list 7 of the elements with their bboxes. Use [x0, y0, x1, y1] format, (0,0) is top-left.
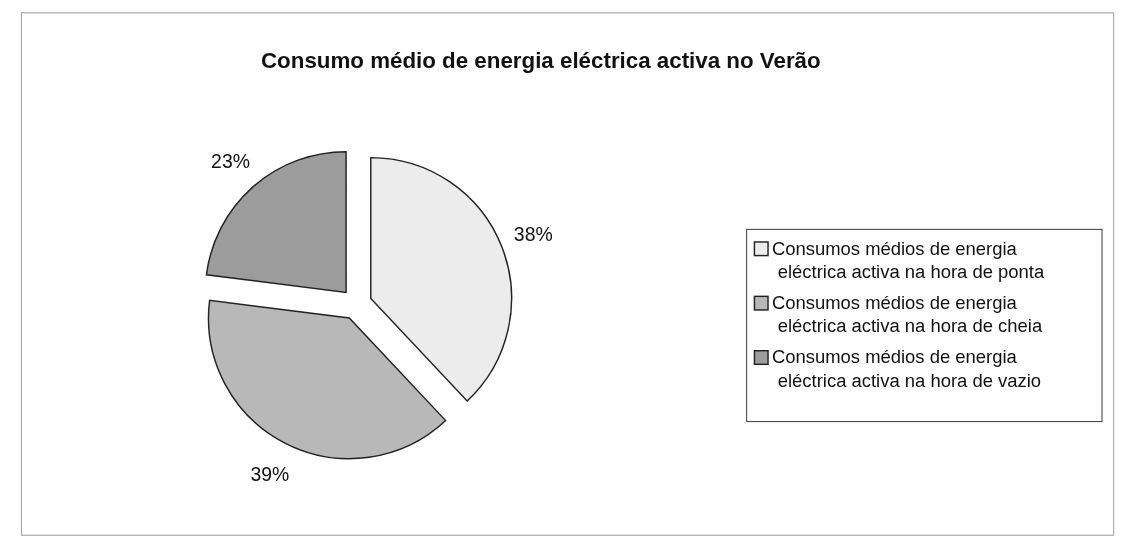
legend-label: Consumos médios de energia eléctrica activa na hora de vazio [771, 346, 1042, 391]
data-label: 38% [513, 223, 553, 246]
legend-label: Consumos médios de energia eléctrica activa na hora de cheia [771, 291, 1043, 337]
chart-title: Consumo médio de energia eléctrica activa no Verão [261, 48, 821, 74]
legend-label: Consumos médios de energia eléctrica activa na hora de ponta [771, 237, 1045, 282]
data-label: 39% [250, 462, 290, 485]
data-label: 23% [211, 150, 250, 173]
